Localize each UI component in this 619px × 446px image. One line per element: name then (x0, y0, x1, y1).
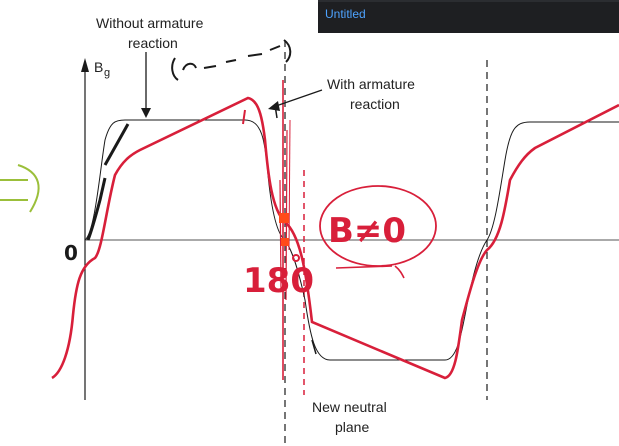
arrow-with-head (268, 101, 280, 111)
pen-mark-red-bracket (274, 104, 317, 355)
pen-mark-black (86, 123, 130, 241)
label-with-reaction-line1: With armature (327, 76, 415, 92)
green-arrow-icon (0, 164, 40, 213)
title-bar-top-strip (318, 0, 619, 2)
degree-mark (292, 254, 300, 262)
label-without-reaction-line2: reaction (128, 35, 178, 51)
b-not-zero-underline (335, 265, 405, 279)
label-with-reaction-line2: reaction (350, 96, 400, 112)
arrow-with (275, 89, 323, 107)
neutral-shift-strokes (279, 80, 291, 380)
handwritten-b-not-zero: B≠0 (328, 211, 406, 251)
y-axis-arrow (81, 58, 89, 72)
recorder-title-bar: Untitled (318, 0, 619, 33)
arrow-without-head (141, 108, 151, 118)
flux-curve-without-reaction (84, 119, 619, 361)
handwritten-parenthesis-note (171, 39, 292, 81)
axis-label-b-sub: g (104, 67, 110, 79)
handwritten-180-degrees: 180 (243, 261, 314, 301)
label-new-neutral-line2: plane (335, 419, 369, 435)
flux-curve-with-reaction (51, 96, 619, 380)
pen-mark-red-short (242, 109, 246, 125)
label-without-reaction-line1: Without armature (96, 15, 204, 31)
window-title[interactable]: Untitled (325, 7, 366, 21)
label-new-neutral-line1: New neutral (312, 399, 387, 415)
axis-label-b: B (94, 59, 103, 75)
handwritten-zero: 0 (64, 241, 78, 265)
